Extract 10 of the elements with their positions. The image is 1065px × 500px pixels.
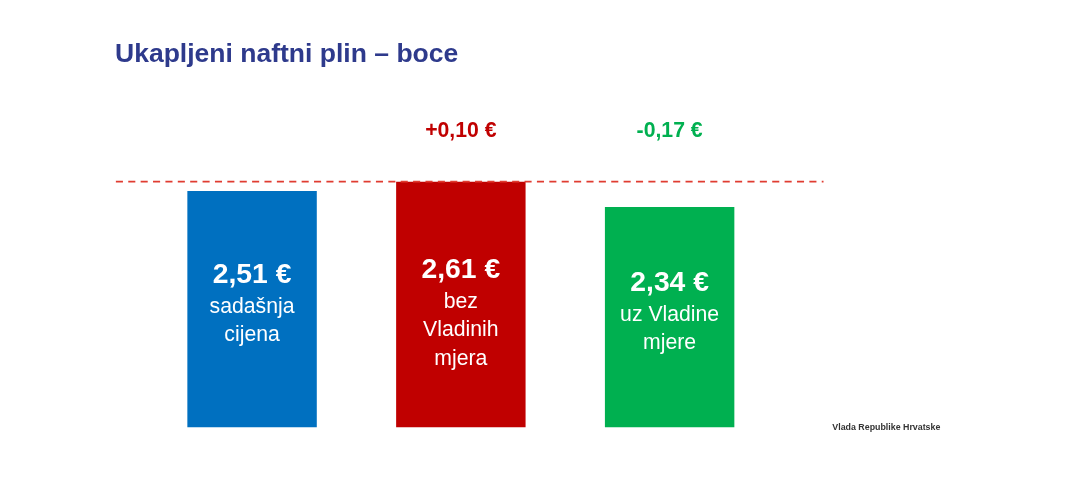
data-label: 2,34 € xyxy=(630,264,710,297)
x-tick-label: sadašnja cijena xyxy=(209,293,295,347)
x-tick-label: uz Vladine mjere xyxy=(620,301,720,355)
data-label: 2,61 € xyxy=(421,251,501,284)
data-label: 2,51 € xyxy=(212,256,292,289)
chart-title: Ukapljeni naftni plin – boce xyxy=(114,38,459,69)
text: -0,17 € xyxy=(636,118,703,142)
text: Vlada Republike Hrvatske xyxy=(832,422,941,433)
text: +0,10 € xyxy=(425,118,497,142)
x-tick-label: bez Vladinih mjera xyxy=(423,289,499,370)
